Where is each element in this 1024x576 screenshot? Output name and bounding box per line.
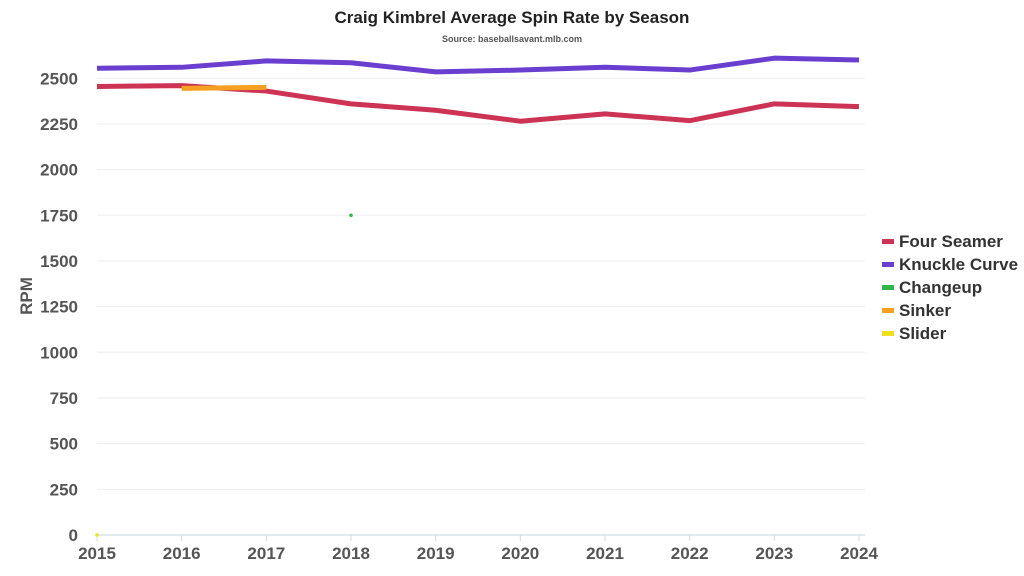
- legend-item-knuckle-curve[interactable]: Knuckle Curve: [882, 253, 1018, 276]
- legend-item-slider[interactable]: Slider: [882, 322, 1018, 345]
- y-tick-label: 2250: [40, 115, 78, 134]
- y-tick-label: 1750: [40, 206, 78, 225]
- legend-swatch: [882, 308, 894, 313]
- x-tick-label: 2024: [840, 544, 878, 563]
- series-point-slider: [95, 533, 99, 537]
- chart-subtitle: Source: baseballsavant.mlb.com: [441, 34, 583, 44]
- legend-swatch: [882, 285, 894, 290]
- y-tick-label: 0: [69, 526, 78, 545]
- series-line-four-seamer: [96, 83, 860, 124]
- y-tick-label: 500: [50, 435, 78, 454]
- legend-label: Knuckle Curve: [899, 254, 1019, 274]
- series-line-sinker: [181, 84, 267, 91]
- x-tick-label: 2022: [671, 544, 709, 563]
- y-tick-label: 750: [50, 389, 78, 408]
- legend-swatch: [882, 331, 894, 336]
- x-tick-label: 2019: [417, 544, 455, 563]
- y-tick-label: 2500: [40, 69, 78, 88]
- legend-swatch: [882, 262, 894, 267]
- y-axis-label: RPM: [17, 277, 36, 315]
- chart-title: Craig Kimbrel Average Spin Rate by Seaso…: [334, 8, 690, 27]
- series-line-knuckle-curve: [96, 55, 860, 75]
- y-tick-label: 2000: [40, 161, 78, 180]
- legend-swatch: [882, 239, 894, 244]
- legend-label: Sinker: [899, 300, 951, 320]
- x-tick-label: 2021: [586, 544, 624, 563]
- x-tick-label: 2016: [163, 544, 201, 563]
- x-tick-label: 2023: [755, 544, 793, 563]
- y-tick-label: 1250: [40, 298, 78, 317]
- legend-label: Four Seamer: [899, 231, 1003, 251]
- y-tick-label: 1000: [40, 343, 78, 362]
- legend-item-sinker[interactable]: Sinker: [882, 299, 1018, 322]
- x-tick-label: 2018: [332, 544, 370, 563]
- legend-label: Slider: [899, 323, 947, 343]
- x-tick-label: 2015: [78, 544, 116, 563]
- y-tick-label: 1500: [40, 252, 78, 271]
- legend-item-four-seamer[interactable]: Four Seamer: [882, 230, 1018, 253]
- y-tick-label: 250: [50, 480, 78, 499]
- x-tick-label: 2017: [247, 544, 285, 563]
- x-tick-label: 2020: [501, 544, 539, 563]
- chart-legend: Four Seamer Knuckle Curve Changeup Sinker Sl…: [882, 230, 1018, 345]
- series-point-changeup: [349, 213, 353, 218]
- legend-item-changeup[interactable]: Changeup: [882, 276, 1018, 299]
- legend-label: Changeup: [899, 277, 983, 297]
